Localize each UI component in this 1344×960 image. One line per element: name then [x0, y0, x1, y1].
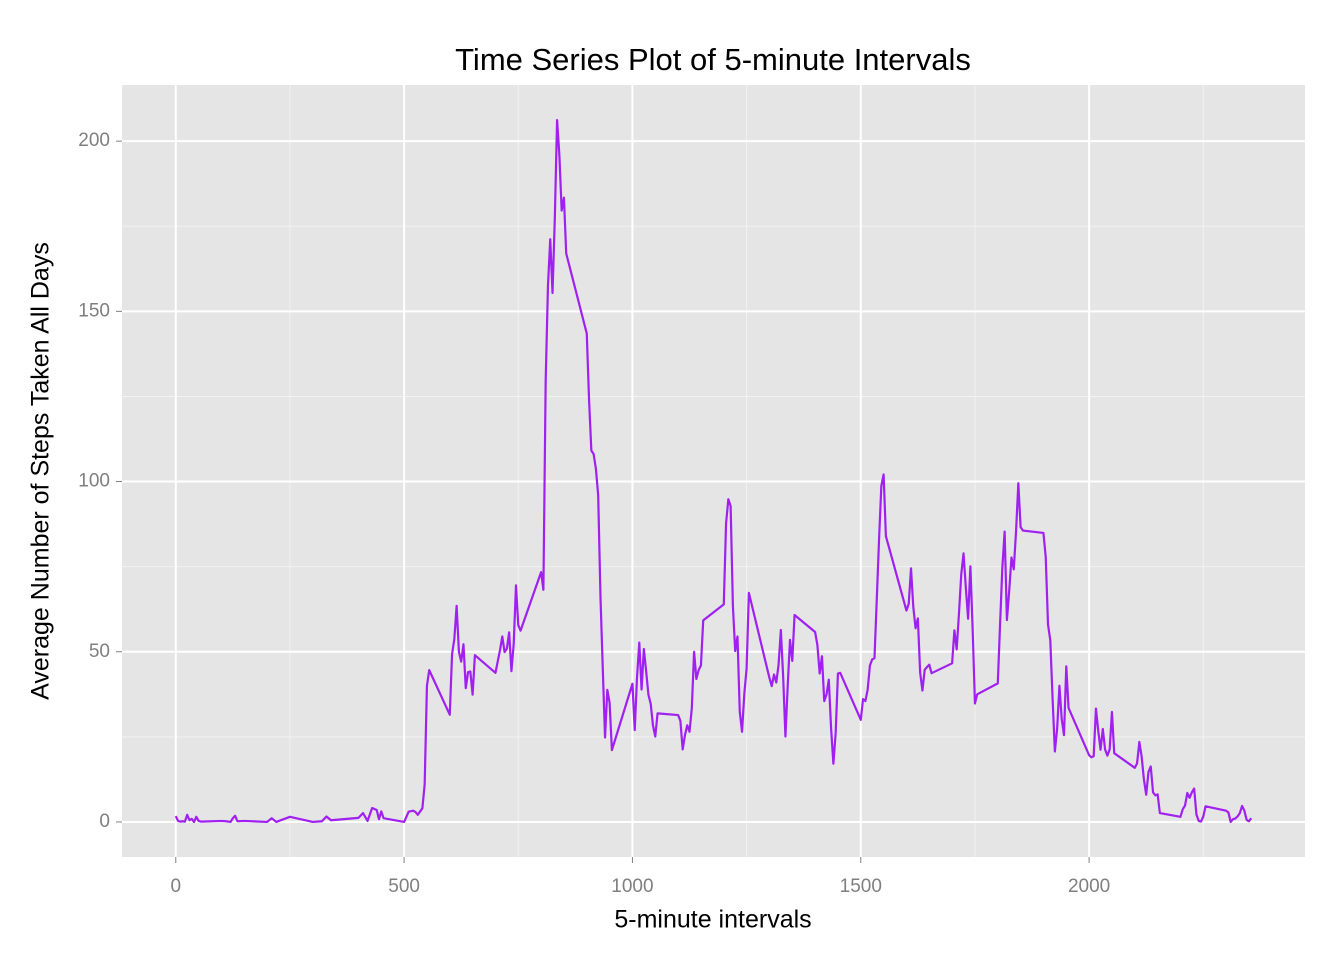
plot-panel: [122, 85, 1305, 857]
data-line: [174, 118, 1253, 824]
x-tick-label: 1500: [840, 876, 882, 897]
y-tick-label: 150: [78, 300, 110, 321]
x-tick-label: 2000: [1068, 876, 1110, 897]
x-tick-label: 500: [388, 876, 420, 897]
y-axis-title: Average Number of Steps Taken All Days: [27, 242, 55, 700]
y-tick-label: 0: [99, 811, 110, 832]
y-tick-label: 100: [78, 471, 110, 492]
y-tick-label: 200: [78, 130, 110, 151]
y-tick-label: 50: [89, 641, 110, 662]
x-axis-title: 5-minute intervals: [614, 906, 811, 934]
chart-title: Time Series Plot of 5-minute Intervals: [455, 42, 971, 77]
x-tick-label: 0: [170, 876, 181, 897]
x-tick-label: 1000: [611, 876, 653, 897]
